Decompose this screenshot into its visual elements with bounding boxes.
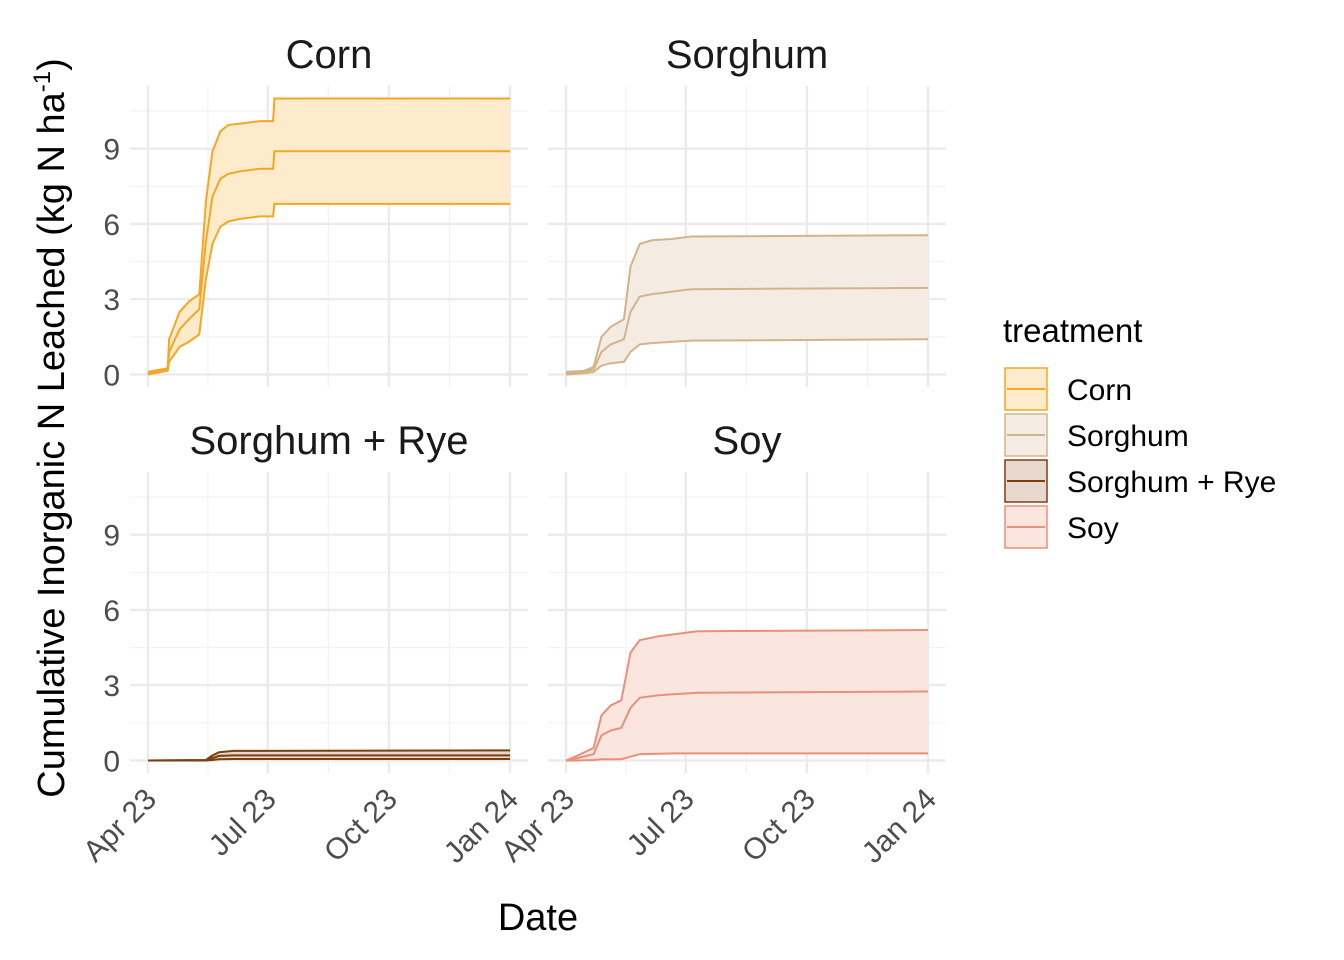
legend-label: Sorghum bbox=[1067, 420, 1189, 453]
legend-item-soy: Soy bbox=[1004, 505, 1119, 549]
x-tick-label: Jul 23 bbox=[621, 783, 701, 863]
y-tick-label: 6 bbox=[103, 209, 120, 242]
legend-title: treatment bbox=[1003, 312, 1142, 349]
ribbon-corn bbox=[148, 98, 510, 375]
y-tick-label: 0 bbox=[103, 359, 120, 392]
lower-bound-line-soy bbox=[566, 752, 928, 762]
x-tick-label: Apr 23 bbox=[77, 783, 163, 869]
y-axis-title-superscript: -1 bbox=[29, 71, 56, 92]
x-tick-label: Jul 23 bbox=[203, 783, 283, 863]
minor-gridlines bbox=[130, 472, 528, 773]
y-tick-label: 0 bbox=[103, 745, 120, 778]
y-tick-label: 9 bbox=[103, 134, 120, 167]
upper-bound-line-corn bbox=[147, 97, 510, 373]
panel-corn: Corn 0 3 6 9 bbox=[103, 33, 528, 392]
panel-title: Sorghum + Rye bbox=[189, 419, 468, 463]
legend-item-sorghum-rye: Sorghum + Rye bbox=[1004, 459, 1276, 503]
x-tick-label: Oct 23 bbox=[736, 783, 822, 869]
y-tick-label: 3 bbox=[103, 284, 120, 317]
panel-sorghum: Sorghum bbox=[548, 33, 946, 387]
legend-label: Corn bbox=[1067, 374, 1132, 407]
upper-bound-line-sorghum bbox=[565, 234, 929, 373]
panel-sorghum-rye: Sorghum + Rye 0 3 6 9 bbox=[103, 419, 528, 778]
upper-bound-line-sorghum-rye bbox=[147, 749, 511, 762]
legend-label: Soy bbox=[1067, 512, 1119, 545]
mean-line-corn bbox=[147, 150, 510, 375]
legend: treatment Corn Sorghum Sorghum + Rye Soy bbox=[1003, 312, 1276, 549]
panel-soy: Soy bbox=[548, 419, 946, 773]
ribbon-soy bbox=[566, 630, 928, 761]
y-tick-label: 3 bbox=[103, 670, 120, 703]
y-axis-title-main: Cumulative Inorganic N Leached (kg N ha bbox=[31, 91, 73, 797]
ribbon-sorghum bbox=[566, 235, 928, 375]
y-tick-label: 6 bbox=[103, 595, 120, 628]
y-axis-title: Cumulative Inorganic N Leached (kg N ha-… bbox=[29, 58, 73, 798]
legend-label: Sorghum + Rye bbox=[1067, 466, 1276, 499]
x-tick-label: Oct 23 bbox=[318, 783, 404, 869]
chart-panels: Corn 0 3 6 9 Sorghum Sorghum + Rye 0 3 6 9 Soy bbox=[103, 33, 946, 778]
x-tick-label: Jan 24 bbox=[856, 783, 943, 870]
mean-line-sorghum bbox=[565, 286, 929, 375]
mean-line-soy bbox=[565, 690, 929, 762]
major-gridlines bbox=[130, 472, 528, 773]
legend-item-corn: Corn bbox=[1004, 367, 1132, 411]
panel-title: Soy bbox=[713, 419, 782, 463]
legend-item-sorghum: Sorghum bbox=[1004, 413, 1189, 457]
panel-title: Corn bbox=[286, 33, 373, 77]
x-axis-title: Date bbox=[498, 897, 578, 939]
panel-title: Sorghum bbox=[666, 33, 828, 77]
upper-bound-line-soy bbox=[565, 629, 929, 762]
lower-bound-line-sorghum bbox=[565, 338, 929, 376]
lower-bound-line-corn bbox=[147, 202, 510, 376]
y-axis-title-close: ) bbox=[31, 58, 73, 71]
y-tick-label: 9 bbox=[103, 520, 120, 553]
